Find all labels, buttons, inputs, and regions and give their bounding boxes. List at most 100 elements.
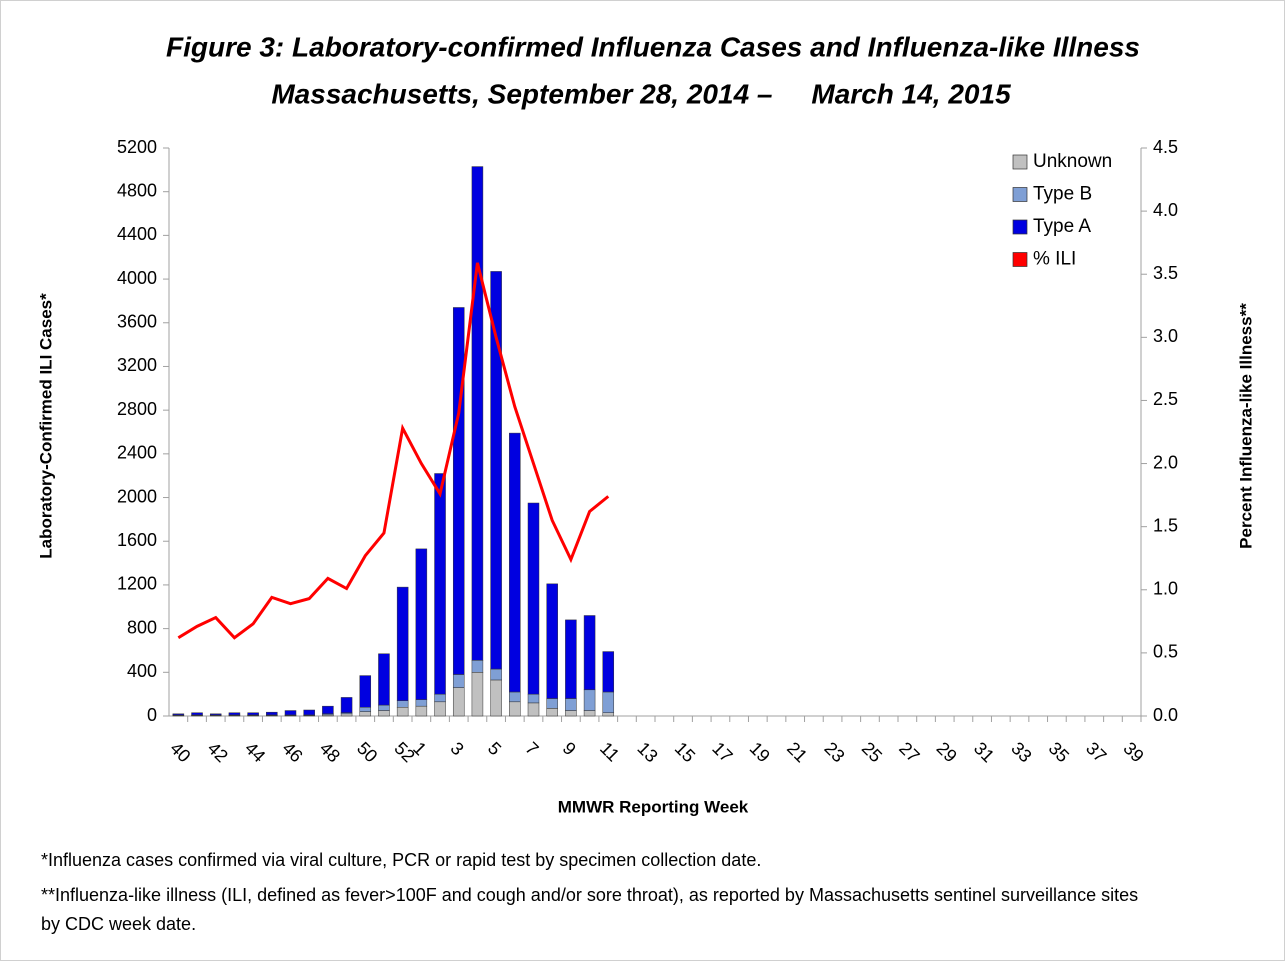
bar-segment [266, 711, 278, 716]
x-tick-label: 42 [204, 738, 232, 766]
bar-segment [452, 674, 465, 688]
legend-label: % ILI [1033, 249, 1076, 270]
bar-segment [359, 675, 372, 708]
bar-segment [565, 698, 577, 711]
bar-segment [434, 473, 446, 695]
bar-segment [415, 699, 428, 707]
bar-segment [471, 672, 484, 717]
bar-segment [527, 702, 540, 717]
y2-tick-label: 2.0 [1153, 452, 1178, 472]
y2-tick-label: 2.5 [1153, 389, 1178, 409]
bar-segment [303, 709, 315, 716]
x-tick-label: 23 [820, 738, 848, 766]
bar-segment [527, 502, 540, 695]
legend-label: Type A [1033, 216, 1091, 237]
x-tick-label: 39 [1119, 738, 1147, 766]
footnote: *Influenza cases confirmed via viral cul… [41, 850, 762, 870]
y-tick-label: 5200 [117, 137, 157, 157]
notes: *Influenza cases confirmed via viral cul… [41, 846, 1161, 945]
y-tick-label: 2800 [117, 399, 157, 419]
legend-swatch [1012, 219, 1028, 235]
x-tick-label: 17 [708, 738, 736, 766]
bar-segment [415, 705, 428, 717]
x-tick-label: 31 [970, 738, 998, 766]
bar-segment [396, 707, 409, 717]
footnote: **Influenza-like illness (ILI, defined a… [41, 885, 1139, 934]
y-tick-label: 1600 [117, 530, 157, 550]
x-tick-label: 40 [166, 738, 194, 766]
bar-segment [191, 712, 203, 716]
bar-segment [509, 691, 521, 703]
bar-segment [546, 698, 558, 709]
bar-segment [471, 166, 484, 661]
x-tick-label: 5 [484, 738, 505, 759]
legend-swatch [1012, 154, 1028, 170]
bar-segment [378, 704, 390, 711]
bar-segment [452, 687, 465, 717]
y-tick-label: 0 [147, 705, 157, 725]
y-tick-label: 800 [127, 617, 157, 637]
bar-segment [378, 710, 390, 717]
y2-tick-label: 4.0 [1153, 200, 1178, 220]
bar-segment [340, 713, 353, 717]
x-tick-label: 25 [858, 738, 886, 766]
x-tick-label: 3 [447, 738, 468, 759]
x-axis-title: MMWR Reporting Week [558, 797, 749, 816]
bar-segment [340, 697, 353, 713]
bar-segment [471, 660, 484, 673]
y2-tick-label: 3.5 [1153, 263, 1178, 283]
x-tick-label: 35 [1045, 738, 1073, 766]
bar-segment [509, 432, 521, 693]
bar-segment [247, 712, 259, 716]
legend-label: Unknown [1033, 151, 1112, 172]
x-tick-label: 21 [783, 738, 811, 766]
chart: Figure 3: Laboratory-confirmed Influenza… [36, 31, 1255, 816]
x-tick-label: 9 [559, 738, 580, 759]
bar-segment [583, 615, 596, 691]
x-tick-label: 33 [1007, 738, 1035, 766]
bar-segment [396, 700, 409, 708]
y-tick-label: 400 [127, 661, 157, 681]
bar-segment [602, 691, 615, 713]
bar-segment [396, 586, 409, 701]
y2-tick-label: 4.5 [1153, 137, 1178, 157]
bar-segment [490, 271, 502, 670]
bar-segment [602, 651, 615, 693]
x-tick-label: 29 [933, 738, 961, 766]
x-tick-label: 48 [316, 738, 344, 766]
bar-segment [490, 679, 502, 717]
bar-segment [583, 710, 596, 717]
bar-segment [284, 710, 297, 716]
y-axis-title: Laboratory-Confirmed ILI Cases* [36, 293, 55, 559]
legend-label: Type B [1033, 184, 1092, 205]
bar-segment [565, 619, 577, 699]
bar-segment [378, 653, 390, 706]
bar-segment [359, 711, 372, 717]
y-tick-label: 2000 [117, 486, 157, 506]
x-tick-label: 44 [241, 738, 269, 766]
x-tick-label: 50 [353, 738, 381, 766]
y-tick-label: 3600 [117, 312, 157, 332]
bar-segment [452, 307, 465, 675]
y-tick-label: 1200 [117, 574, 157, 594]
y2-tick-label: 3.0 [1153, 326, 1178, 346]
x-tick-label: 27 [895, 738, 923, 766]
bar-segment [546, 583, 558, 699]
x-tick-label: 7 [521, 738, 542, 759]
bar-segment [172, 713, 185, 716]
bar-segment [490, 668, 502, 681]
y-tick-label: 4000 [117, 268, 157, 288]
ili-line [177, 262, 610, 640]
chart-subtitle: Massachusetts, September 28, 2014 – Marc… [271, 78, 1011, 109]
x-tick-label: 13 [633, 738, 661, 766]
y2-tick-label: 0.5 [1153, 642, 1178, 662]
x-tick-label: 11 [596, 738, 623, 765]
bar-segment [415, 548, 428, 700]
x-tick-label: 19 [746, 738, 774, 766]
bar-segment [602, 712, 615, 717]
x-tick-label: 46 [278, 738, 306, 766]
bar-segment [527, 693, 540, 704]
y2-axis-title: Percent Influenza-like Illness** [1236, 303, 1255, 549]
bar-segment [546, 708, 558, 717]
